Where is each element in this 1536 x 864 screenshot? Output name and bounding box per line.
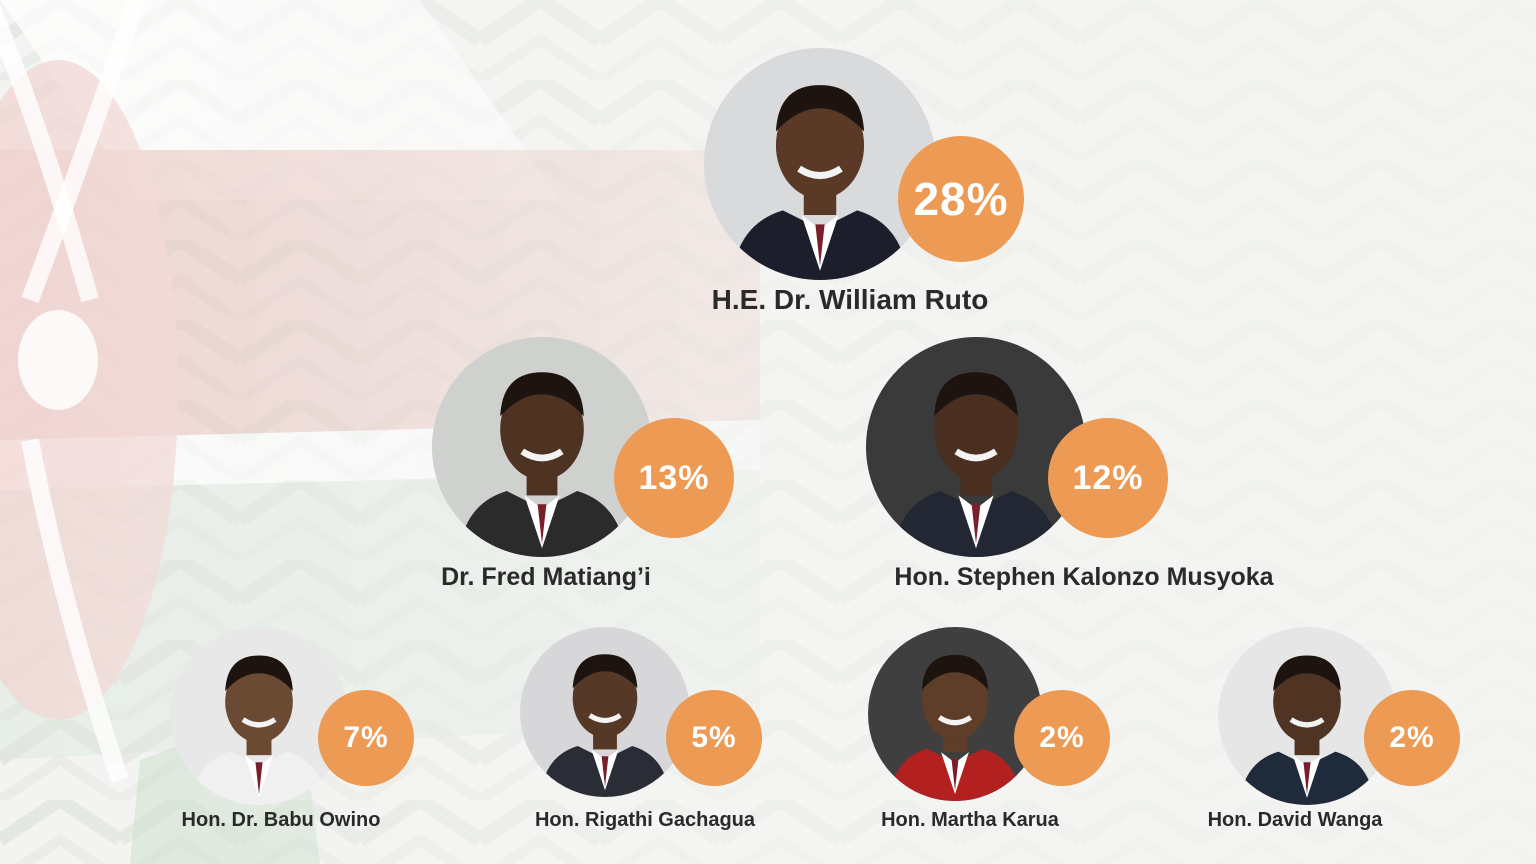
candidate-photo (432, 337, 652, 557)
candidate-photo (520, 627, 690, 797)
person-portrait-icon (1218, 627, 1396, 805)
candidate-photo (1218, 627, 1396, 805)
candidate-name: H.E. Dr. William Ruto (711, 284, 989, 315)
candidate-name: Hon. David Wanga (1207, 809, 1383, 831)
percentage-badge: 7% (318, 690, 414, 786)
person-portrait-icon (432, 337, 652, 557)
candidate-name: Hon. Martha Karua (881, 809, 1059, 831)
person-portrait-icon (170, 627, 348, 805)
candidate-name: Hon. Rigathi Gachagua (534, 809, 756, 831)
person-portrait-icon (868, 627, 1042, 801)
candidate-photo (868, 627, 1042, 801)
person-portrait-icon (866, 337, 1086, 557)
candidate-name: Dr. Fred Matiang’i (441, 563, 651, 592)
person-portrait-icon (520, 627, 690, 797)
percentage-badge: 13% (614, 418, 734, 538)
candidate-name: Hon. Stephen Kalonzo Musyoka (894, 563, 1274, 592)
candidate-photo (170, 627, 348, 805)
percentage-badge: 5% (666, 690, 762, 786)
percentage-badge: 28% (898, 136, 1024, 262)
percentage-badge: 2% (1014, 690, 1110, 786)
person-portrait-icon (704, 48, 936, 280)
candidate-photo (866, 337, 1086, 557)
percentage-badge: 12% (1048, 418, 1168, 538)
percentage-badge: 2% (1364, 690, 1460, 786)
candidate-photo (704, 48, 936, 280)
candidate-name: Hon. Dr. Babu Owino (181, 809, 381, 831)
